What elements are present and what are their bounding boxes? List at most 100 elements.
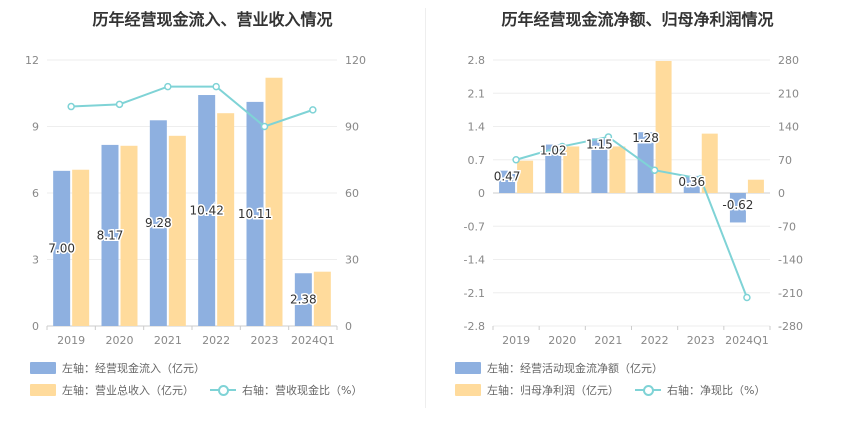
- bar-2023-series1: [683, 175, 700, 193]
- bar-2020-series1: [545, 144, 562, 193]
- line-point-2019: [512, 156, 520, 164]
- legend-label: 左轴：经营现金流入（亿元）: [62, 362, 205, 375]
- y-right-tick-label: 70: [778, 154, 792, 167]
- data-label-2022: 10.42: [189, 204, 223, 218]
- chart-panel-netcash-profit: 历年经营现金流净额、归母净利润情况 -2.8 -2.1 -1.4 -0.7 0 0.7 1.…: [425, 0, 850, 437]
- legend-row-2: 左轴：营业总收入（亿元） 右轴：营收现金比（%）: [30, 382, 378, 398]
- data-label-2021: 9.28: [145, 216, 172, 230]
- bar-2019-series2: [72, 169, 90, 326]
- data-label-2019: 7.00: [48, 241, 75, 255]
- bar-2024Q1-series2: [747, 179, 764, 193]
- x-tick-label: 2023: [687, 334, 715, 347]
- y-right-tick-label: 0: [778, 187, 785, 200]
- y-right-tick-label: -210: [778, 287, 803, 300]
- legend-item[interactable]: 右轴：净现比（%）: [635, 382, 765, 398]
- chart-title: 历年经营现金流净额、归母净利润情况: [501, 10, 774, 29]
- legend-swatch: [455, 362, 481, 374]
- bar-2023-series2: [701, 133, 718, 193]
- x-tick-label: 2022: [202, 334, 230, 347]
- bar-2020-series2: [563, 146, 580, 193]
- y-right-tick-label: 140: [778, 121, 799, 134]
- legend-label: 左轴：归母净利润（亿元）: [487, 384, 619, 397]
- y-right-tick-label: 280: [778, 54, 799, 67]
- data-label-2024Q1: 2.38: [290, 293, 317, 307]
- chart-title: 历年经营现金流入、营业收入情况: [92, 10, 333, 29]
- data-label-2024Q1: -0.62: [722, 198, 753, 212]
- y-left-tick-label: 0: [32, 320, 39, 333]
- x-tick-label: 2019: [57, 334, 85, 347]
- y-right-tick-label: 60: [345, 187, 359, 200]
- y-left-tick-label: 1.4: [468, 121, 486, 134]
- bar-2024Q1-series1: [294, 273, 312, 326]
- line-point-2022: [212, 82, 220, 91]
- y-left-tick-label: -2.8: [464, 320, 485, 333]
- bar-2022-series2: [655, 60, 672, 194]
- line-point-2024Q1: [309, 106, 317, 114]
- line-point-2023: [697, 175, 705, 183]
- data-label-2020: 8.17: [97, 228, 124, 242]
- line-point-2021: [604, 133, 613, 141]
- bar-2021-series1: [591, 138, 608, 193]
- legend-swatch: [30, 362, 56, 374]
- y-left-tick-label: 2.1: [468, 87, 486, 100]
- y-right-tick-label: -280: [778, 320, 803, 333]
- y-left-tick-label: -1.4: [464, 254, 485, 267]
- bar-2022-series1: [198, 95, 216, 326]
- line-point-2024Q1: [743, 293, 751, 302]
- y-right-tick-label: -70: [778, 220, 796, 233]
- legend-label: 左轴：营业总收入（亿元）: [62, 384, 194, 397]
- x-tick-label: 2024Q1: [291, 334, 335, 347]
- y-left-tick-label: 6: [32, 187, 39, 200]
- legend-swatch: [455, 384, 481, 396]
- y-right-tick-label: 90: [345, 121, 359, 134]
- line-point-2022: [650, 166, 659, 174]
- legend-item[interactable]: 左轴：营业总收入（亿元）: [30, 382, 194, 398]
- line-series: [515, 135, 748, 298]
- line-point-2021: [164, 82, 172, 91]
- bar-2023-series1: [246, 101, 264, 327]
- line-point-2020: [115, 100, 124, 109]
- line-series: [71, 85, 314, 128]
- bar-2023-series2: [265, 77, 283, 326]
- bar-2019-series1: [53, 170, 71, 326]
- legend-label: 右轴：净现比（%）: [667, 384, 766, 397]
- x-tick-label: 2021: [594, 334, 622, 347]
- y-left-tick-label: 12: [25, 54, 39, 67]
- x-tick-label: 2019: [502, 334, 530, 347]
- legend-row-1: 左轴：经营活动现金流净额（亿元）: [455, 360, 679, 376]
- legend-item[interactable]: 左轴：经营活动现金流净额（亿元）: [455, 360, 663, 376]
- chart-panel-cashflow-revenue: 历年经营现金流入、营业收入情况 0 3 6 9 12 0 30 60 90 120 2019 2020…: [25, 10, 378, 398]
- line-point-2023: [260, 122, 269, 131]
- legend-row-2: 左轴：归母净利润（亿元） 右轴：净现比（%）: [455, 382, 781, 398]
- y-right-tick-label: 210: [778, 87, 799, 100]
- panel-divider: [425, 8, 426, 408]
- x-tick-label: 2021: [154, 334, 182, 347]
- legend-label: 右轴：营收现金比（%）: [242, 384, 363, 397]
- bar-2024Q1-series2: [313, 271, 331, 326]
- bar-2020-series2: [120, 145, 138, 326]
- legend-line-swatch: [635, 384, 661, 396]
- y-left-tick-label: 2.8: [468, 54, 486, 67]
- bar-2019-series1: [499, 170, 516, 193]
- line-point-2020: [558, 142, 566, 151]
- y-left-tick-label: 0: [478, 187, 485, 200]
- legend-item[interactable]: 左轴：归母净利润（亿元）: [455, 382, 619, 398]
- data-label-2022: 1.28: [632, 131, 659, 145]
- legend-label: 左轴：经营活动现金流净额（亿元）: [487, 362, 663, 375]
- data-label-2020: 1.02: [540, 144, 567, 158]
- line-point-2019: [67, 102, 75, 111]
- bar-2022-series2: [217, 113, 235, 326]
- data-label-2023: 0.36: [678, 175, 705, 189]
- y-left-tick-label: 9: [32, 121, 39, 134]
- legend-row-1: 左轴：经营现金流入（亿元）: [30, 360, 221, 376]
- data-label-2019: 0.47: [494, 170, 521, 184]
- y-right-tick-label: -140: [778, 254, 803, 267]
- y-left-tick-label: -0.7: [464, 220, 485, 233]
- legend-item[interactable]: 右轴：营收现金比（%）: [210, 382, 362, 398]
- bar-2021-series2: [609, 146, 626, 193]
- legend-swatch: [30, 384, 56, 396]
- bar-2024Q1-series1: [729, 193, 746, 223]
- y-left-tick-label: 3: [32, 254, 39, 267]
- y-right-tick-label: 0: [345, 320, 352, 333]
- legend-item[interactable]: 左轴：经营现金流入（亿元）: [30, 360, 205, 376]
